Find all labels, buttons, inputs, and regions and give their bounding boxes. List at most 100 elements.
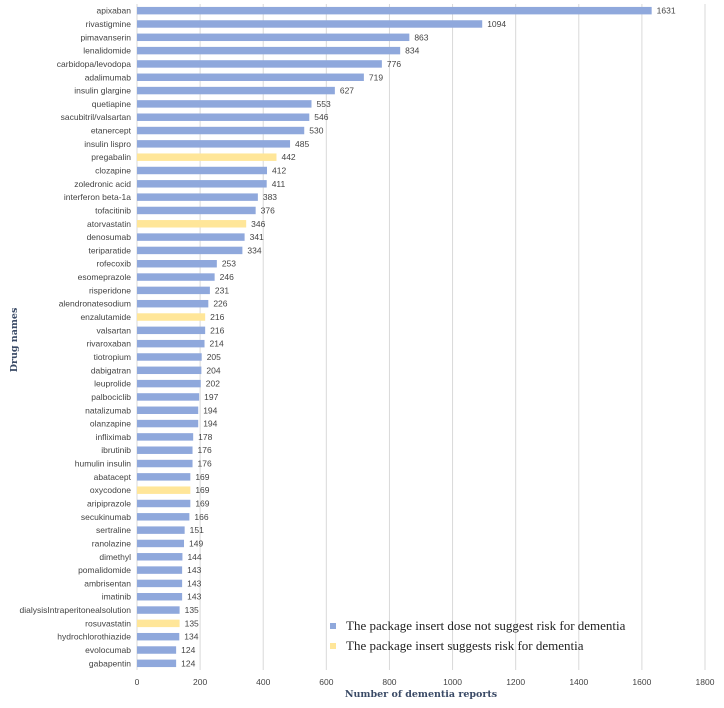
- bar: [137, 659, 177, 668]
- category-label: quetiapine: [92, 99, 132, 109]
- bar: [137, 579, 183, 588]
- legend-swatch: [330, 623, 336, 629]
- bar: [137, 206, 256, 215]
- value-label: 216: [210, 312, 224, 322]
- category-label: dialysisIntraperitonealsolution: [19, 605, 131, 615]
- category-label: abatacept: [94, 472, 132, 482]
- value-label: 144: [187, 552, 201, 562]
- category-label: rosuvastatin: [85, 618, 131, 628]
- bar: [137, 73, 364, 81]
- value-label: 412: [272, 166, 286, 176]
- value-label: 334: [247, 245, 261, 255]
- bar: [137, 646, 177, 654]
- category-label: risperidone: [89, 285, 131, 295]
- value-label: 346: [251, 219, 265, 229]
- category-label: aripiprazole: [87, 499, 131, 509]
- bar: [137, 433, 194, 441]
- bar: [137, 459, 193, 468]
- value-label: 214: [210, 339, 224, 349]
- category-label: sertraline: [96, 525, 131, 535]
- bar: [137, 313, 206, 321]
- category-label: pimavanserin: [80, 32, 131, 42]
- value-label: 411: [272, 179, 286, 189]
- bar: [137, 353, 202, 361]
- value-label: 176: [198, 445, 212, 455]
- bar: [137, 100, 312, 108]
- category-label: rofecoxib: [97, 259, 132, 269]
- bar: [137, 153, 277, 161]
- value-label: 134: [184, 632, 198, 642]
- value-label: 546: [314, 112, 328, 122]
- bar: [137, 6, 652, 15]
- bar: [137, 539, 185, 548]
- bar: [137, 526, 185, 534]
- value-label: 194: [203, 405, 217, 415]
- value-label: 719: [369, 72, 383, 82]
- category-label: alendronatesodium: [59, 299, 131, 309]
- x-tick-label: 600: [319, 677, 333, 687]
- bar: [137, 86, 335, 95]
- category-label: ranolazine: [92, 538, 131, 548]
- bar: [137, 299, 209, 308]
- category-label: interferon beta-1a: [64, 192, 131, 202]
- legend-swatch: [330, 643, 336, 649]
- value-label: 143: [187, 565, 201, 575]
- category-label: secukinumab: [81, 512, 131, 522]
- category-label: etanercept: [91, 126, 132, 136]
- bar: [137, 246, 243, 255]
- bar: [137, 619, 180, 628]
- category-label: sacubitril/valsartan: [61, 112, 132, 122]
- category-label: natalizumab: [85, 405, 131, 415]
- bar: [137, 446, 193, 454]
- value-label: 253: [222, 259, 236, 269]
- bar: [137, 406, 199, 414]
- value-label: 485: [295, 139, 309, 149]
- value-label: 135: [185, 618, 199, 628]
- bar: [137, 486, 191, 494]
- x-tick-label: 1000: [443, 677, 462, 687]
- value-label: 124: [181, 658, 195, 668]
- legend-label: The package insert suggests risk for dem…: [346, 638, 584, 653]
- value-label: 169: [195, 472, 209, 482]
- value-label: 530: [309, 126, 323, 136]
- bar: [137, 113, 310, 121]
- bar: [137, 593, 183, 601]
- bar: [137, 393, 200, 401]
- category-label: esomeprazole: [78, 272, 132, 282]
- value-label: 124: [181, 645, 195, 655]
- bar: [137, 60, 382, 68]
- category-label: leuprolide: [94, 379, 131, 389]
- category-label: gabapentin: [89, 658, 131, 668]
- bar: [137, 632, 180, 641]
- x-tick-label: 800: [382, 677, 396, 687]
- category-label: olanzapine: [90, 419, 131, 429]
- bar: [137, 499, 191, 508]
- category-label: hydrochlorothiazide: [57, 632, 131, 642]
- value-label: 166: [194, 512, 208, 522]
- category-label: insulin glargine: [74, 86, 131, 96]
- value-label: 226: [213, 299, 227, 309]
- category-label: tiotropium: [94, 352, 131, 362]
- category-label: rivastigmine: [86, 19, 132, 29]
- value-label: 178: [198, 432, 212, 442]
- bar: [137, 566, 183, 574]
- x-tick-label: 400: [256, 677, 270, 687]
- value-label: 376: [261, 205, 275, 215]
- x-tick-label: 1200: [506, 677, 525, 687]
- x-axis-title: Number of dementia reports: [345, 689, 497, 700]
- value-label: 197: [204, 392, 218, 402]
- bar: [137, 326, 206, 335]
- legend-label: The package insert dose not suggest risk…: [346, 618, 626, 633]
- category-label: adalimumab: [85, 72, 132, 82]
- bar: [137, 180, 267, 188]
- bar: [137, 140, 291, 148]
- category-label: ibrutinib: [101, 445, 131, 455]
- x-tick-label: 1400: [569, 677, 588, 687]
- value-label: 1094: [487, 19, 506, 29]
- category-label: dimethyl: [99, 552, 131, 562]
- value-label: 205: [207, 352, 221, 362]
- bar: [137, 33, 410, 42]
- value-label: 246: [220, 272, 234, 282]
